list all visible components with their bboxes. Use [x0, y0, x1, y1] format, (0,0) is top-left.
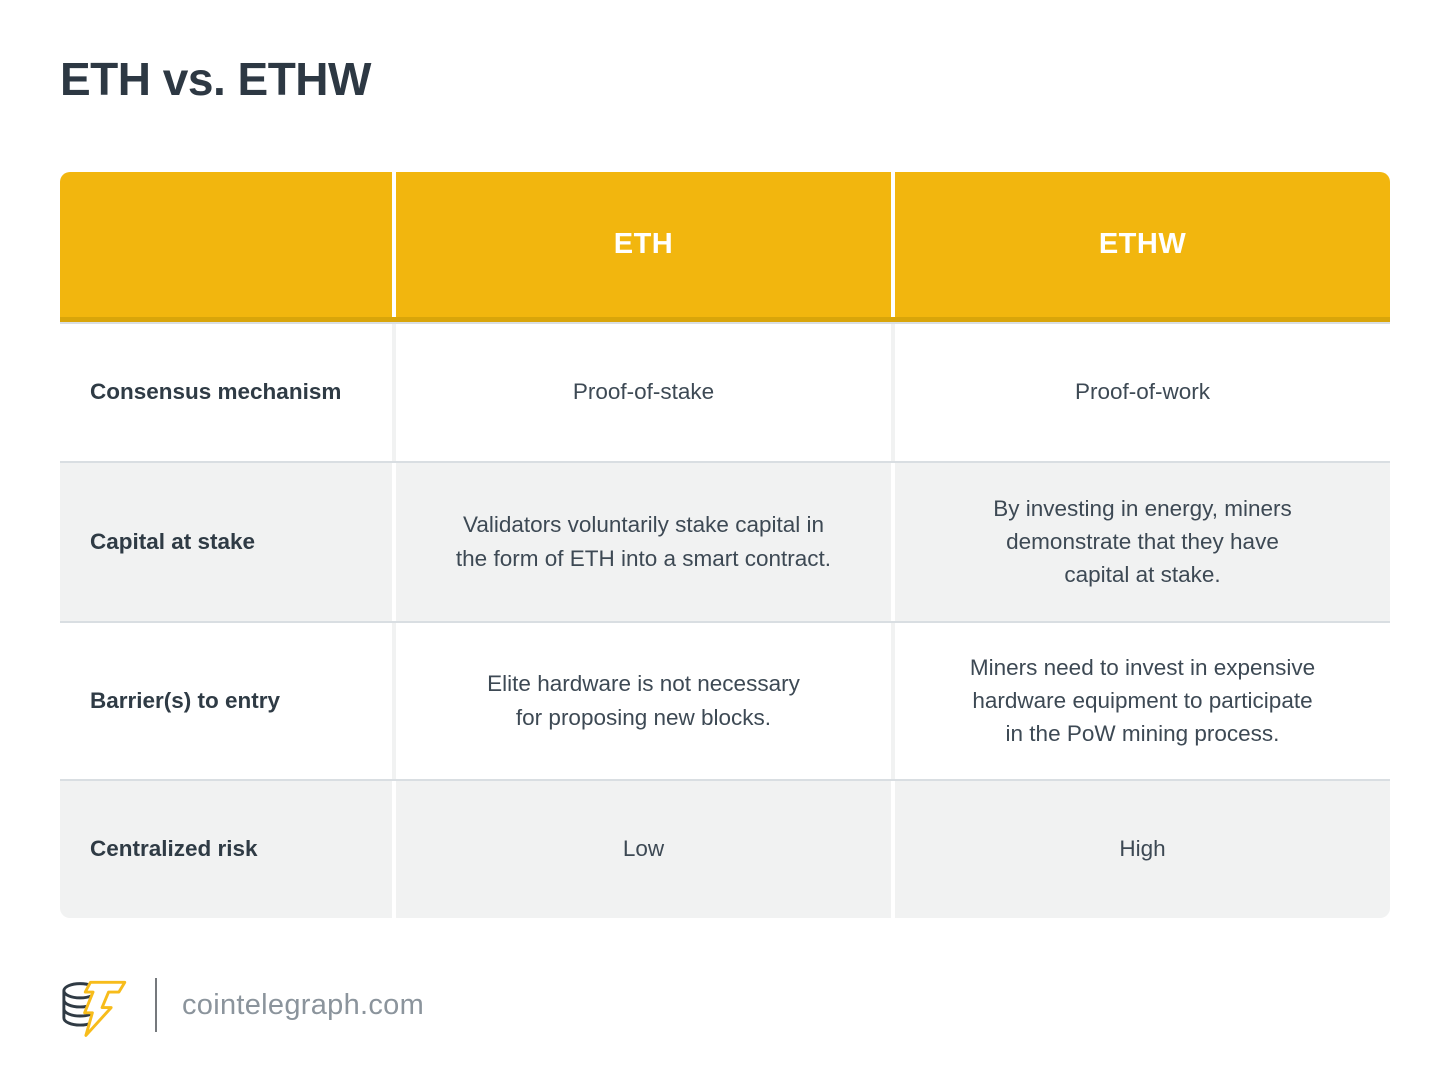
eth-value: Low: [396, 780, 891, 918]
footer-site-url: cointelegraph.com: [182, 988, 425, 1021]
table-row-capital-at-stake: Capital at stake Validators voluntarily …: [60, 460, 1390, 621]
ethw-value: Miners need to invest in expensive hardw…: [895, 622, 1390, 779]
comparison-table: ETH ETHW Consensus mechanism Proof-of-st…: [60, 171, 1390, 918]
table-header-row: ETH ETHW: [60, 171, 1390, 322]
row-label: Centralized risk: [60, 780, 392, 918]
eth-value: Elite hardware is not necessary for prop…: [396, 622, 891, 779]
ethw-value: By investing in energy, miners demonstra…: [895, 462, 1390, 621]
footer-divider: [155, 978, 157, 1032]
table-row-barriers-to-entry: Barrier(s) to entry Elite hardware is no…: [60, 620, 1390, 779]
cointelegraph-logo-icon: [60, 972, 128, 1038]
header-cell-ethw: ETHW: [895, 171, 1390, 317]
footer: cointelegraph.com: [60, 972, 424, 1038]
header-cell-eth: ETH: [396, 171, 891, 317]
ethw-value: Proof-of-work: [895, 323, 1390, 461]
eth-value: Validators voluntarily stake capital in …: [396, 462, 891, 621]
eth-value: Proof-of-stake: [396, 323, 891, 461]
ethw-value: High: [895, 780, 1390, 918]
header-cell-empty: [60, 171, 392, 317]
row-label: Capital at stake: [60, 462, 392, 621]
row-label: Barrier(s) to entry: [60, 622, 392, 779]
table-row-consensus-mechanism: Consensus mechanism Proof-of-stake Proof…: [60, 321, 1390, 461]
page-title: ETH vs. ETHW: [60, 53, 371, 105]
row-label: Consensus mechanism: [60, 323, 392, 461]
table-row-centralized-risk: Centralized risk Low High: [60, 778, 1390, 918]
